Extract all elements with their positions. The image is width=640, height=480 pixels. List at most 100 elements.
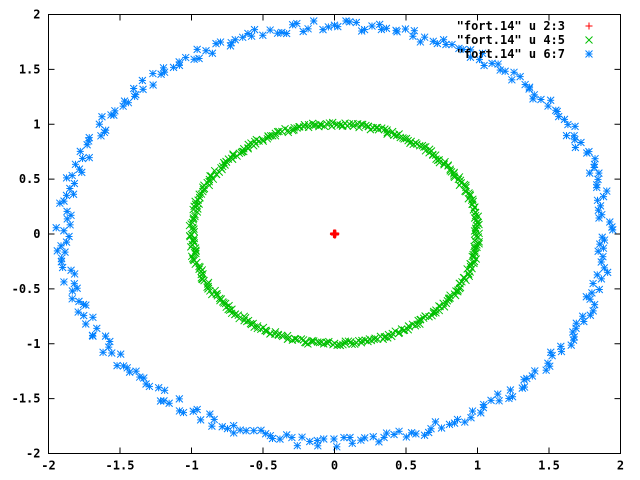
y-tick-label: -2: [26, 447, 40, 461]
data-point: [92, 324, 101, 333]
data-point: [468, 407, 477, 415]
data-point: [562, 131, 571, 140]
y-tick-label: -1.5: [12, 392, 41, 406]
data-point: [570, 332, 579, 341]
data-point: [475, 229, 483, 238]
data-point: [138, 76, 147, 85]
data-point: [263, 134, 272, 143]
data-point: [474, 212, 483, 221]
data-point: [572, 319, 581, 328]
data-point: [119, 102, 127, 111]
x-tick-label: 2: [617, 459, 624, 473]
data-point: [439, 35, 448, 44]
data-point: [487, 396, 495, 405]
data-point: [454, 175, 463, 184]
data-point: [149, 81, 157, 89]
data-point: [52, 223, 61, 232]
data-point: [81, 301, 90, 310]
data-point: [450, 419, 459, 427]
data-point: [179, 408, 188, 417]
data-point: [274, 331, 283, 339]
data-point: [556, 342, 565, 351]
data-point: [589, 279, 597, 288]
data-point: [475, 239, 483, 248]
data-point: [186, 243, 195, 251]
data-point: [383, 126, 391, 134]
data-point: [554, 112, 563, 121]
data-point: [98, 112, 106, 121]
data-point: [132, 367, 140, 376]
data-point: [65, 184, 74, 193]
data-point: [348, 439, 357, 448]
data-point: [203, 283, 211, 292]
data-point: [65, 232, 73, 241]
data-point: [546, 348, 555, 357]
data-point: [319, 435, 328, 443]
data-point: [382, 429, 391, 437]
data-point: [298, 433, 306, 442]
data-point: [342, 17, 350, 25]
data-point: [471, 211, 480, 220]
data-point: [249, 426, 258, 435]
data-point: [501, 67, 510, 76]
data-point: [442, 299, 451, 308]
data-point: [597, 258, 606, 266]
data-point: [244, 29, 252, 38]
x-tick-label: -2: [41, 459, 55, 473]
data-point: [414, 316, 423, 325]
data-point: [460, 418, 469, 426]
data-point: [218, 422, 227, 431]
data-point: [371, 334, 379, 343]
x-tick-label: 0: [331, 459, 338, 473]
data-point: [212, 170, 221, 179]
data-point: [135, 373, 144, 381]
data-point: [107, 111, 115, 119]
data-point: [459, 273, 468, 282]
data-point: [435, 156, 443, 164]
data-point: [330, 231, 338, 239]
y-tick-label: 0: [33, 227, 40, 241]
data-point: [89, 313, 97, 322]
data-point: [585, 147, 593, 156]
data-point: [480, 61, 488, 70]
data-point: [577, 138, 585, 147]
data-point: [192, 249, 200, 258]
data-point: [247, 32, 256, 41]
data-point: [360, 433, 369, 442]
data-point: [340, 433, 348, 442]
data-point: [597, 210, 606, 219]
data-point: [493, 390, 502, 398]
data-point: [358, 336, 366, 345]
data-point: [446, 166, 455, 175]
data-point: [229, 421, 238, 430]
data-point: [598, 233, 607, 242]
data-point: [405, 322, 414, 331]
data-point: [402, 433, 411, 441]
data-point: [325, 119, 334, 127]
data-point: [231, 35, 240, 44]
data-point: [76, 147, 85, 156]
data-point: [367, 336, 376, 345]
data-point: [315, 338, 324, 347]
data-point: [284, 334, 293, 343]
data-point: [521, 80, 529, 89]
data-point: [221, 161, 229, 169]
data-point: [452, 287, 460, 295]
data-point: [453, 415, 462, 424]
data-point: [364, 122, 373, 131]
legend-marker: [585, 36, 593, 44]
data-point: [120, 97, 129, 106]
data-point: [66, 220, 74, 229]
data-point: [395, 427, 403, 436]
data-point: [338, 122, 347, 131]
data-point: [250, 25, 259, 34]
data-point: [75, 165, 84, 173]
legend-label: "fort.14" u 2:3: [457, 19, 565, 33]
data-point: [226, 42, 235, 50]
data-point: [293, 441, 302, 450]
data-point: [479, 400, 488, 409]
x-tick-label: -1.5: [106, 459, 135, 473]
data-point: [181, 53, 190, 62]
data-point: [425, 145, 434, 154]
